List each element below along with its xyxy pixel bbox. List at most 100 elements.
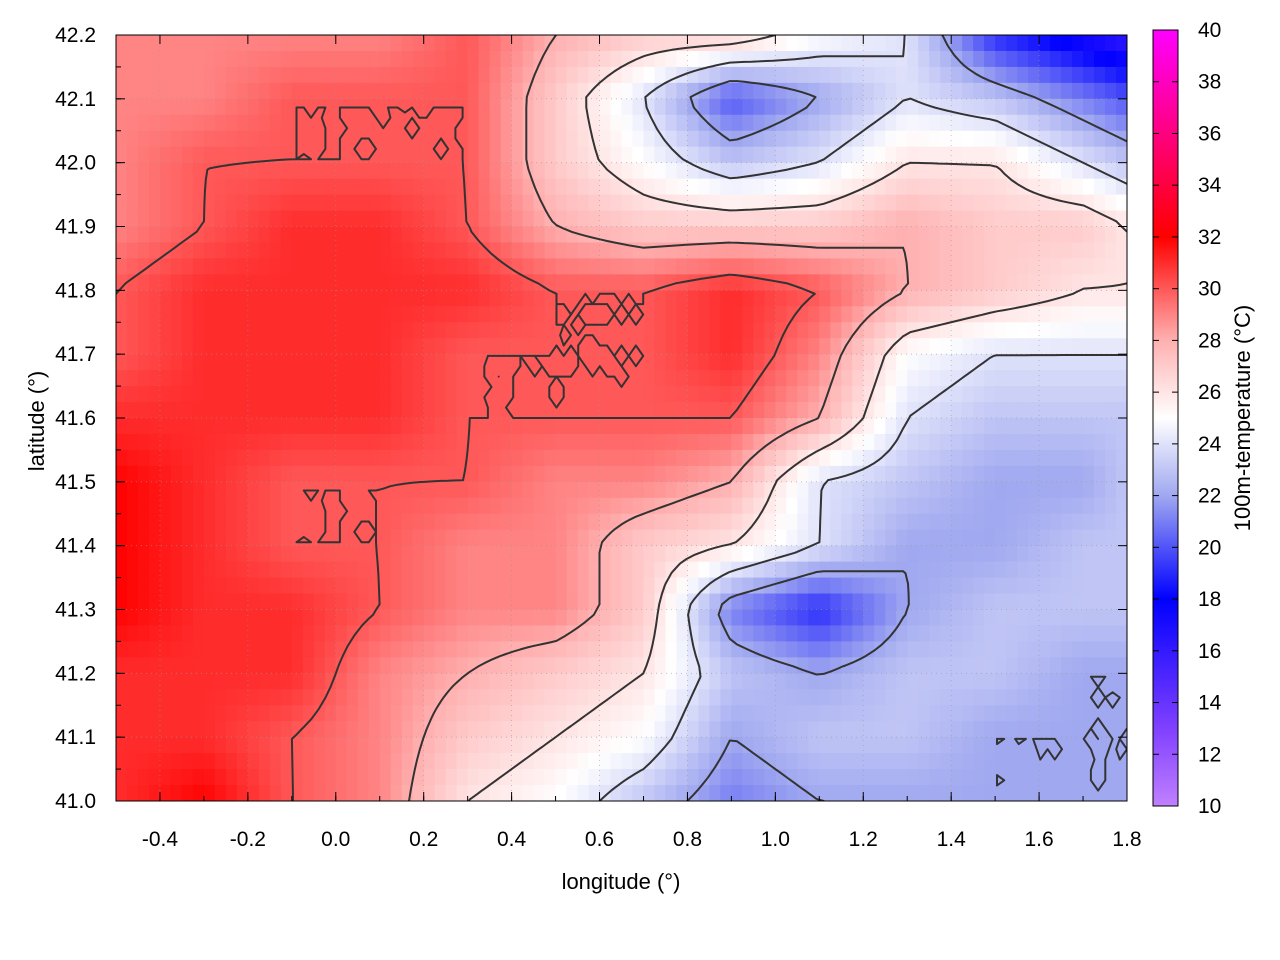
heatmap-cell — [522, 545, 535, 563]
heatmap-cell — [489, 194, 502, 212]
heatmap-cell — [643, 194, 656, 212]
heatmap-cell — [544, 274, 557, 291]
heatmap-cell — [1039, 593, 1051, 611]
heatmap-cell — [379, 322, 392, 339]
heatmap-cell — [775, 338, 787, 355]
heatmap-cell — [170, 785, 183, 801]
heatmap-cell — [192, 593, 205, 611]
heatmap-cell — [280, 753, 293, 770]
heatmap-cell — [181, 130, 194, 148]
heatmap-cell — [456, 641, 469, 658]
heatmap-cell — [632, 306, 645, 323]
heatmap-cell — [489, 609, 502, 627]
heatmap-cell — [412, 130, 425, 148]
heatmap-cell — [116, 386, 128, 403]
heatmap-cell — [940, 210, 952, 228]
heatmap-cell — [577, 338, 590, 355]
heatmap-cell — [874, 673, 886, 690]
heatmap-cell — [159, 354, 172, 371]
heatmap-cell — [1094, 753, 1106, 770]
heatmap-cell — [291, 433, 304, 451]
heatmap-cell — [170, 609, 183, 627]
heatmap-cell — [819, 162, 831, 180]
heatmap-cell — [159, 146, 172, 164]
heatmap-cell — [830, 322, 842, 339]
heatmap-cell — [390, 194, 403, 212]
heatmap-cell — [368, 226, 381, 244]
heatmap-cell — [764, 481, 776, 499]
heatmap-cell — [1105, 609, 1117, 627]
heatmap-cell — [698, 338, 711, 355]
heatmap-cell — [742, 66, 754, 84]
heatmap-cell — [1061, 210, 1073, 228]
heatmap-cell — [764, 545, 776, 563]
heatmap-cell — [731, 657, 743, 674]
heatmap-cell — [907, 481, 919, 499]
heatmap-cell — [984, 274, 996, 291]
heatmap-cell — [709, 402, 721, 419]
heatmap-cell — [940, 593, 952, 611]
heatmap-cell — [148, 66, 161, 84]
heatmap-cell — [874, 737, 886, 754]
heatmap-cell — [137, 162, 150, 180]
heatmap-cell — [874, 545, 886, 563]
heatmap-cell — [1094, 290, 1106, 307]
heatmap-cell — [368, 689, 381, 706]
heatmap-cell — [1039, 561, 1051, 579]
heatmap-cell — [368, 146, 381, 164]
heatmap-cell — [808, 705, 820, 722]
heatmap-cell — [951, 354, 963, 371]
heatmap-cell — [885, 753, 897, 770]
heatmap-cell — [247, 673, 260, 690]
heatmap-cell — [1028, 593, 1040, 611]
heatmap-cell — [335, 50, 348, 68]
heatmap-cell — [1072, 705, 1084, 722]
heatmap-cell — [126, 561, 139, 579]
heatmap-cell — [511, 418, 524, 435]
heatmap-cell — [995, 418, 1007, 435]
heatmap-cell — [654, 178, 667, 196]
heatmap-cell — [423, 689, 436, 706]
heatmap-cell — [687, 130, 700, 148]
heatmap-cell — [291, 242, 304, 260]
heatmap-cell — [863, 465, 875, 483]
heatmap-cell — [962, 545, 974, 563]
heatmap-cell — [808, 290, 820, 307]
heatmap-cell — [577, 769, 590, 786]
heatmap-cell — [874, 386, 886, 403]
heatmap-cell — [302, 577, 315, 595]
heatmap-cell — [830, 338, 842, 355]
heatmap-cell — [1105, 258, 1117, 275]
heatmap-cell — [753, 35, 765, 52]
heatmap-cell — [280, 545, 293, 563]
heatmap-cell — [698, 130, 711, 148]
colorbar-tick-label: 24 — [1198, 433, 1222, 456]
heatmap-cell — [137, 130, 150, 148]
heatmap-cell — [1050, 577, 1062, 595]
heatmap-cell — [973, 370, 985, 387]
heatmap-cell — [258, 737, 271, 754]
heatmap-cell — [412, 418, 425, 435]
heatmap-cell — [951, 114, 963, 132]
heatmap-cell — [775, 82, 787, 100]
heatmap-cell — [181, 593, 194, 611]
heatmap-cell — [951, 322, 963, 339]
heatmap-cell — [742, 785, 754, 801]
heatmap-cell — [1006, 114, 1018, 132]
heatmap-cell — [192, 226, 205, 244]
heatmap-cell — [116, 561, 128, 579]
heatmap-cell — [203, 354, 216, 371]
heatmap-cell — [709, 66, 721, 84]
heatmap-cell — [148, 418, 161, 435]
heatmap-cell — [775, 433, 787, 451]
heatmap-cell — [390, 114, 403, 132]
heatmap-cell — [225, 290, 238, 307]
heatmap-cell — [874, 370, 886, 387]
heatmap-cell — [159, 769, 172, 786]
heatmap-cell — [742, 689, 754, 706]
heatmap-cell — [654, 418, 667, 435]
heatmap-cell — [995, 577, 1007, 595]
heatmap-cell — [500, 178, 513, 196]
heatmap-cell — [1072, 625, 1084, 643]
